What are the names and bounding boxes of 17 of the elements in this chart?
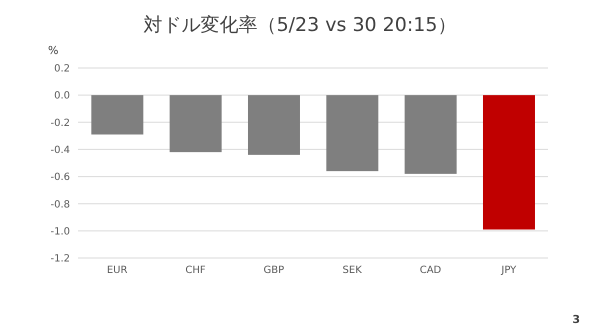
y-tick-label: -0.8 <box>50 199 70 210</box>
y-tick-label: 0.0 <box>54 90 70 102</box>
x-tick-label: CAD <box>420 265 442 276</box>
y-tick-label: -0.6 <box>50 172 70 184</box>
chart-title: 対ドル変化率（5/23 vs 30 20:15） <box>142 13 458 38</box>
x-tick-label: JPY <box>500 265 518 276</box>
y-tick-label: 0.2 <box>54 64 70 75</box>
text: 3 <box>572 313 580 326</box>
x-tick-label: CHF <box>185 265 206 276</box>
y-tick-label: -1.0 <box>50 226 70 238</box>
y-tick-label: -0.4 <box>50 144 70 156</box>
y-tick-label: -1.2 <box>50 254 70 265</box>
y-axis-title: % <box>48 44 58 57</box>
x-tick-label: EUR <box>106 265 128 276</box>
y-tick-label: -0.2 <box>50 118 70 129</box>
x-tick-label: GBP <box>264 265 284 276</box>
x-tick-label: SEK <box>342 265 362 276</box>
